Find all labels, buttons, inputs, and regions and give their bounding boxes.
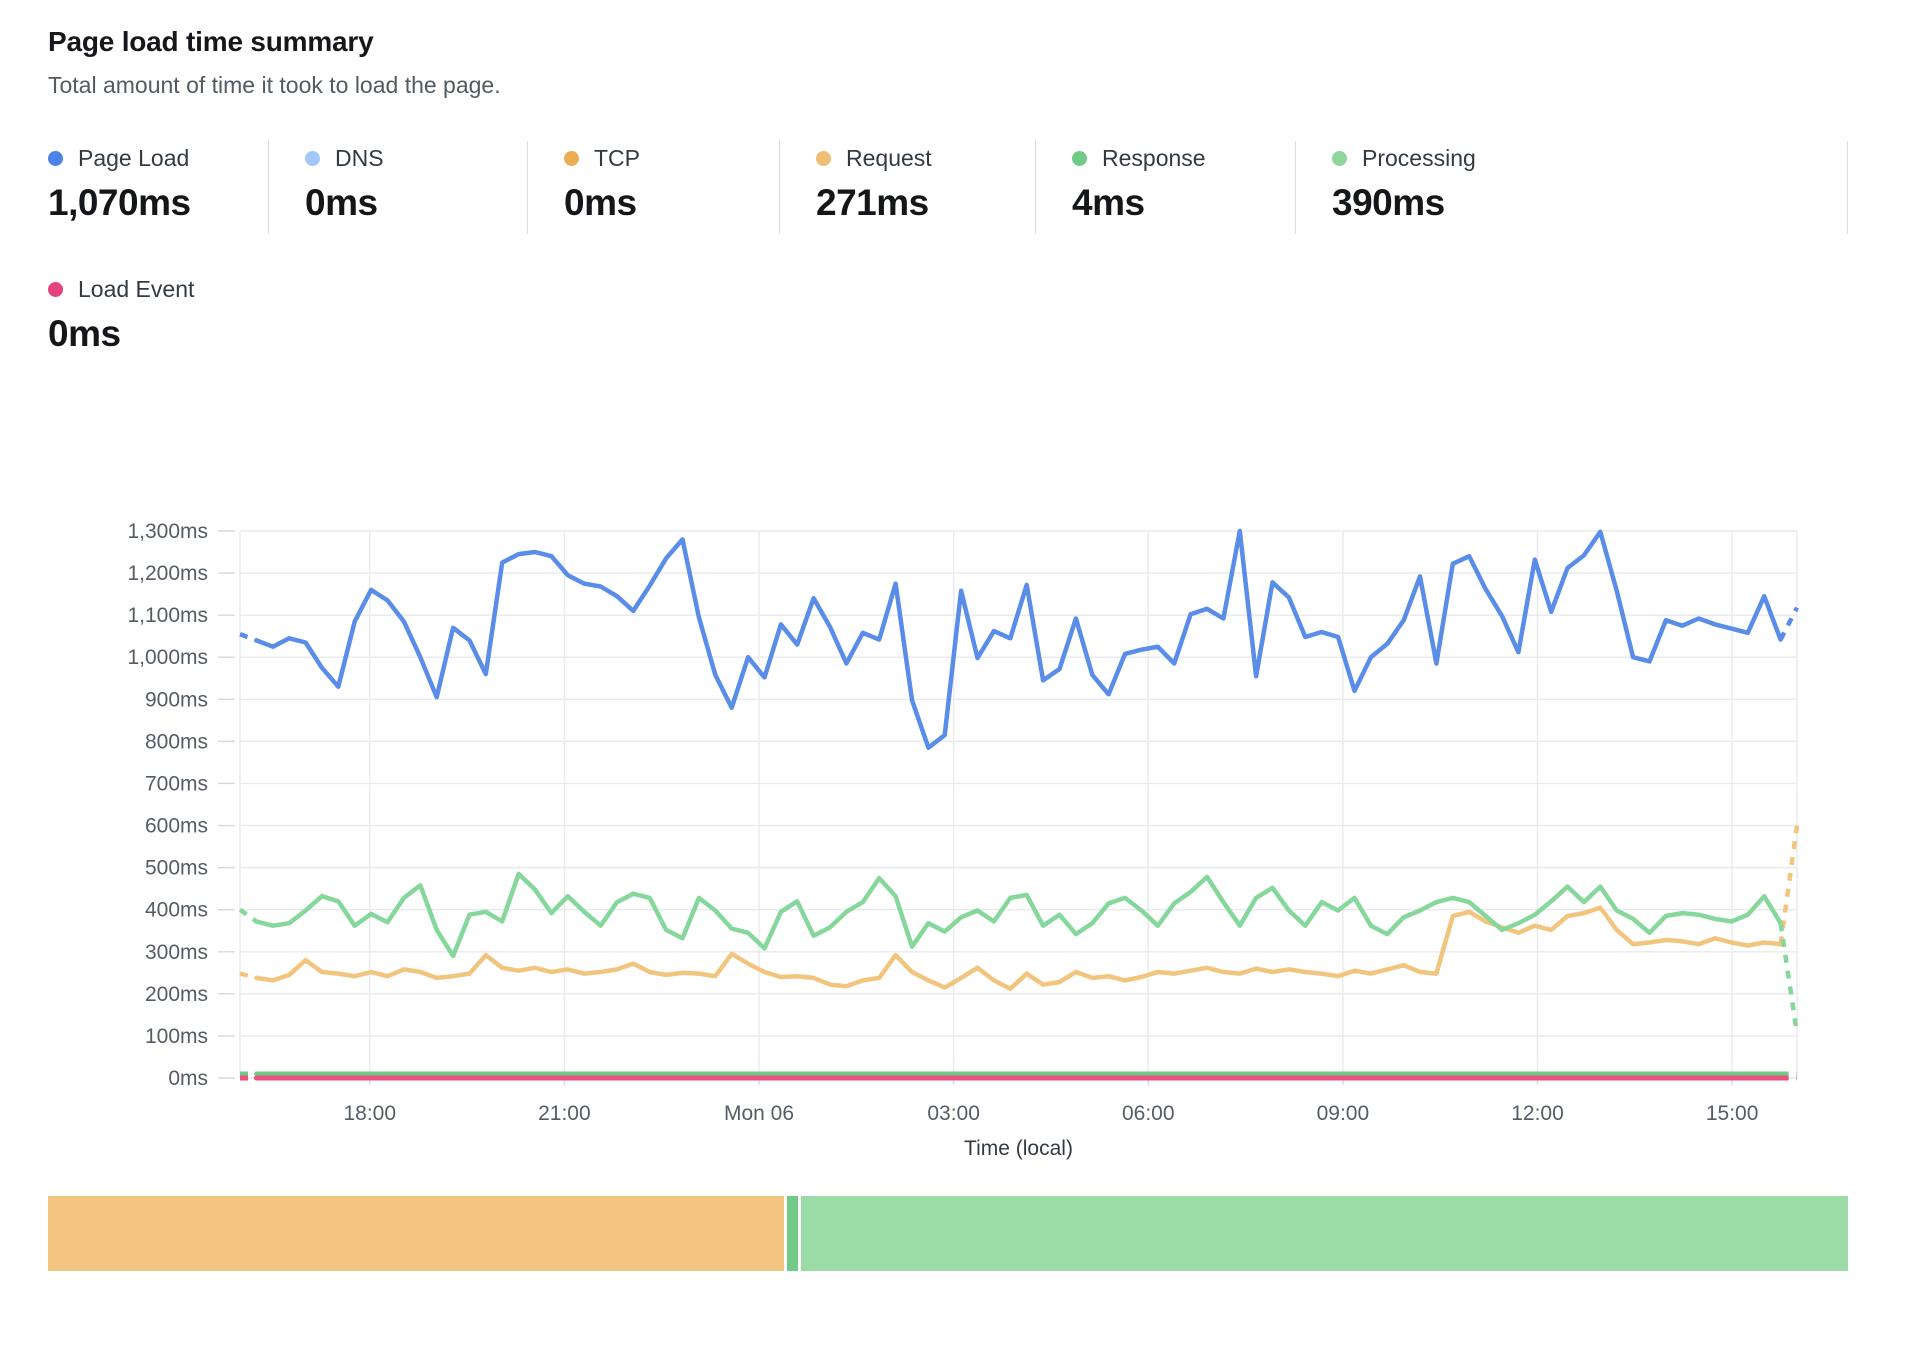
svg-text:21:00: 21:00 <box>538 1102 591 1125</box>
svg-text:500ms: 500ms <box>145 857 208 880</box>
metric-label: Request <box>846 145 932 171</box>
duration-breakdown-bar[interactable] <box>48 1196 1848 1271</box>
metric-label: TCP <box>594 145 640 171</box>
svg-text:1,100ms: 1,100ms <box>127 604 208 627</box>
svg-text:1,000ms: 1,000ms <box>127 646 208 669</box>
processing-legend-dot-icon <box>1332 151 1347 166</box>
svg-text:06:00: 06:00 <box>1122 1102 1175 1125</box>
svg-text:15:00: 15:00 <box>1706 1102 1759 1125</box>
duration-segment-response[interactable] <box>787 1196 799 1271</box>
metric-value: 0ms <box>564 182 637 223</box>
svg-text:900ms: 900ms <box>145 688 208 711</box>
page-load-time-chart[interactable]: 0ms 100ms 200ms 300ms 400ms 500ms 600ms 700ms 80… <box>48 505 1848 1190</box>
svg-text:0ms: 0ms <box>168 1067 208 1090</box>
tcp-legend-dot-icon <box>564 151 579 166</box>
metric-processing[interactable]: Processing 390ms <box>1295 141 1848 234</box>
metric-value: 271ms <box>816 182 929 223</box>
svg-text:800ms: 800ms <box>145 730 208 753</box>
svg-text:1,300ms: 1,300ms <box>127 520 208 543</box>
svg-text:400ms: 400ms <box>145 899 208 922</box>
page-subtitle: Total amount of time it took to load the… <box>48 72 501 98</box>
metric-label: Processing <box>1362 145 1476 171</box>
page-load-legend-dot-icon <box>48 151 63 166</box>
metric-page-load[interactable]: Page Load 1,070ms <box>48 141 268 234</box>
metric-value: 0ms <box>48 313 121 354</box>
metric-load-event[interactable]: Load Event 0ms <box>48 272 1848 365</box>
dns-legend-dot-icon <box>305 151 320 166</box>
metric-response[interactable]: Response 4ms <box>1035 141 1295 234</box>
svg-text:18:00: 18:00 <box>343 1102 396 1125</box>
metric-request[interactable]: Request 271ms <box>779 141 1035 234</box>
metric-label: DNS <box>335 145 384 171</box>
metric-value: 390ms <box>1332 182 1445 223</box>
svg-text:03:00: 03:00 <box>927 1102 980 1125</box>
metric-label: Page Load <box>78 145 190 171</box>
request-legend-dot-icon <box>816 151 831 166</box>
metric-label: Load Event <box>78 276 195 302</box>
metric-value: 0ms <box>305 182 378 223</box>
svg-text:600ms: 600ms <box>145 815 208 838</box>
metric-value: 4ms <box>1072 182 1145 223</box>
svg-text:200ms: 200ms <box>145 983 208 1006</box>
load-event-legend-dot-icon <box>48 282 63 297</box>
page-title: Page load time summary <box>48 26 374 57</box>
svg-text:Mon 06: Mon 06 <box>724 1102 794 1125</box>
svg-text:1,200ms: 1,200ms <box>127 562 208 585</box>
svg-text:09:00: 09:00 <box>1317 1102 1370 1125</box>
svg-text:12:00: 12:00 <box>1511 1102 1564 1125</box>
duration-segment-processing[interactable] <box>801 1196 1848 1271</box>
svg-text:100ms: 100ms <box>145 1025 208 1048</box>
duration-segment-request[interactable] <box>48 1196 785 1271</box>
svg-text:Time (local): Time (local) <box>964 1137 1073 1160</box>
metric-tcp[interactable]: TCP 0ms <box>527 141 779 234</box>
metric-label: Response <box>1102 145 1206 171</box>
svg-text:700ms: 700ms <box>145 772 208 795</box>
metric-dns[interactable]: DNS 0ms <box>268 141 527 234</box>
svg-text:300ms: 300ms <box>145 941 208 964</box>
response-legend-dot-icon <box>1072 151 1087 166</box>
metric-value: 1,070ms <box>48 182 191 223</box>
chart-svg[interactable]: 0ms 100ms 200ms 300ms 400ms 500ms 600ms 700ms 80… <box>48 505 1848 1185</box>
metrics-row: Page Load 1,070ms DNS 0ms TCP 0ms Reques… <box>48 141 1848 234</box>
